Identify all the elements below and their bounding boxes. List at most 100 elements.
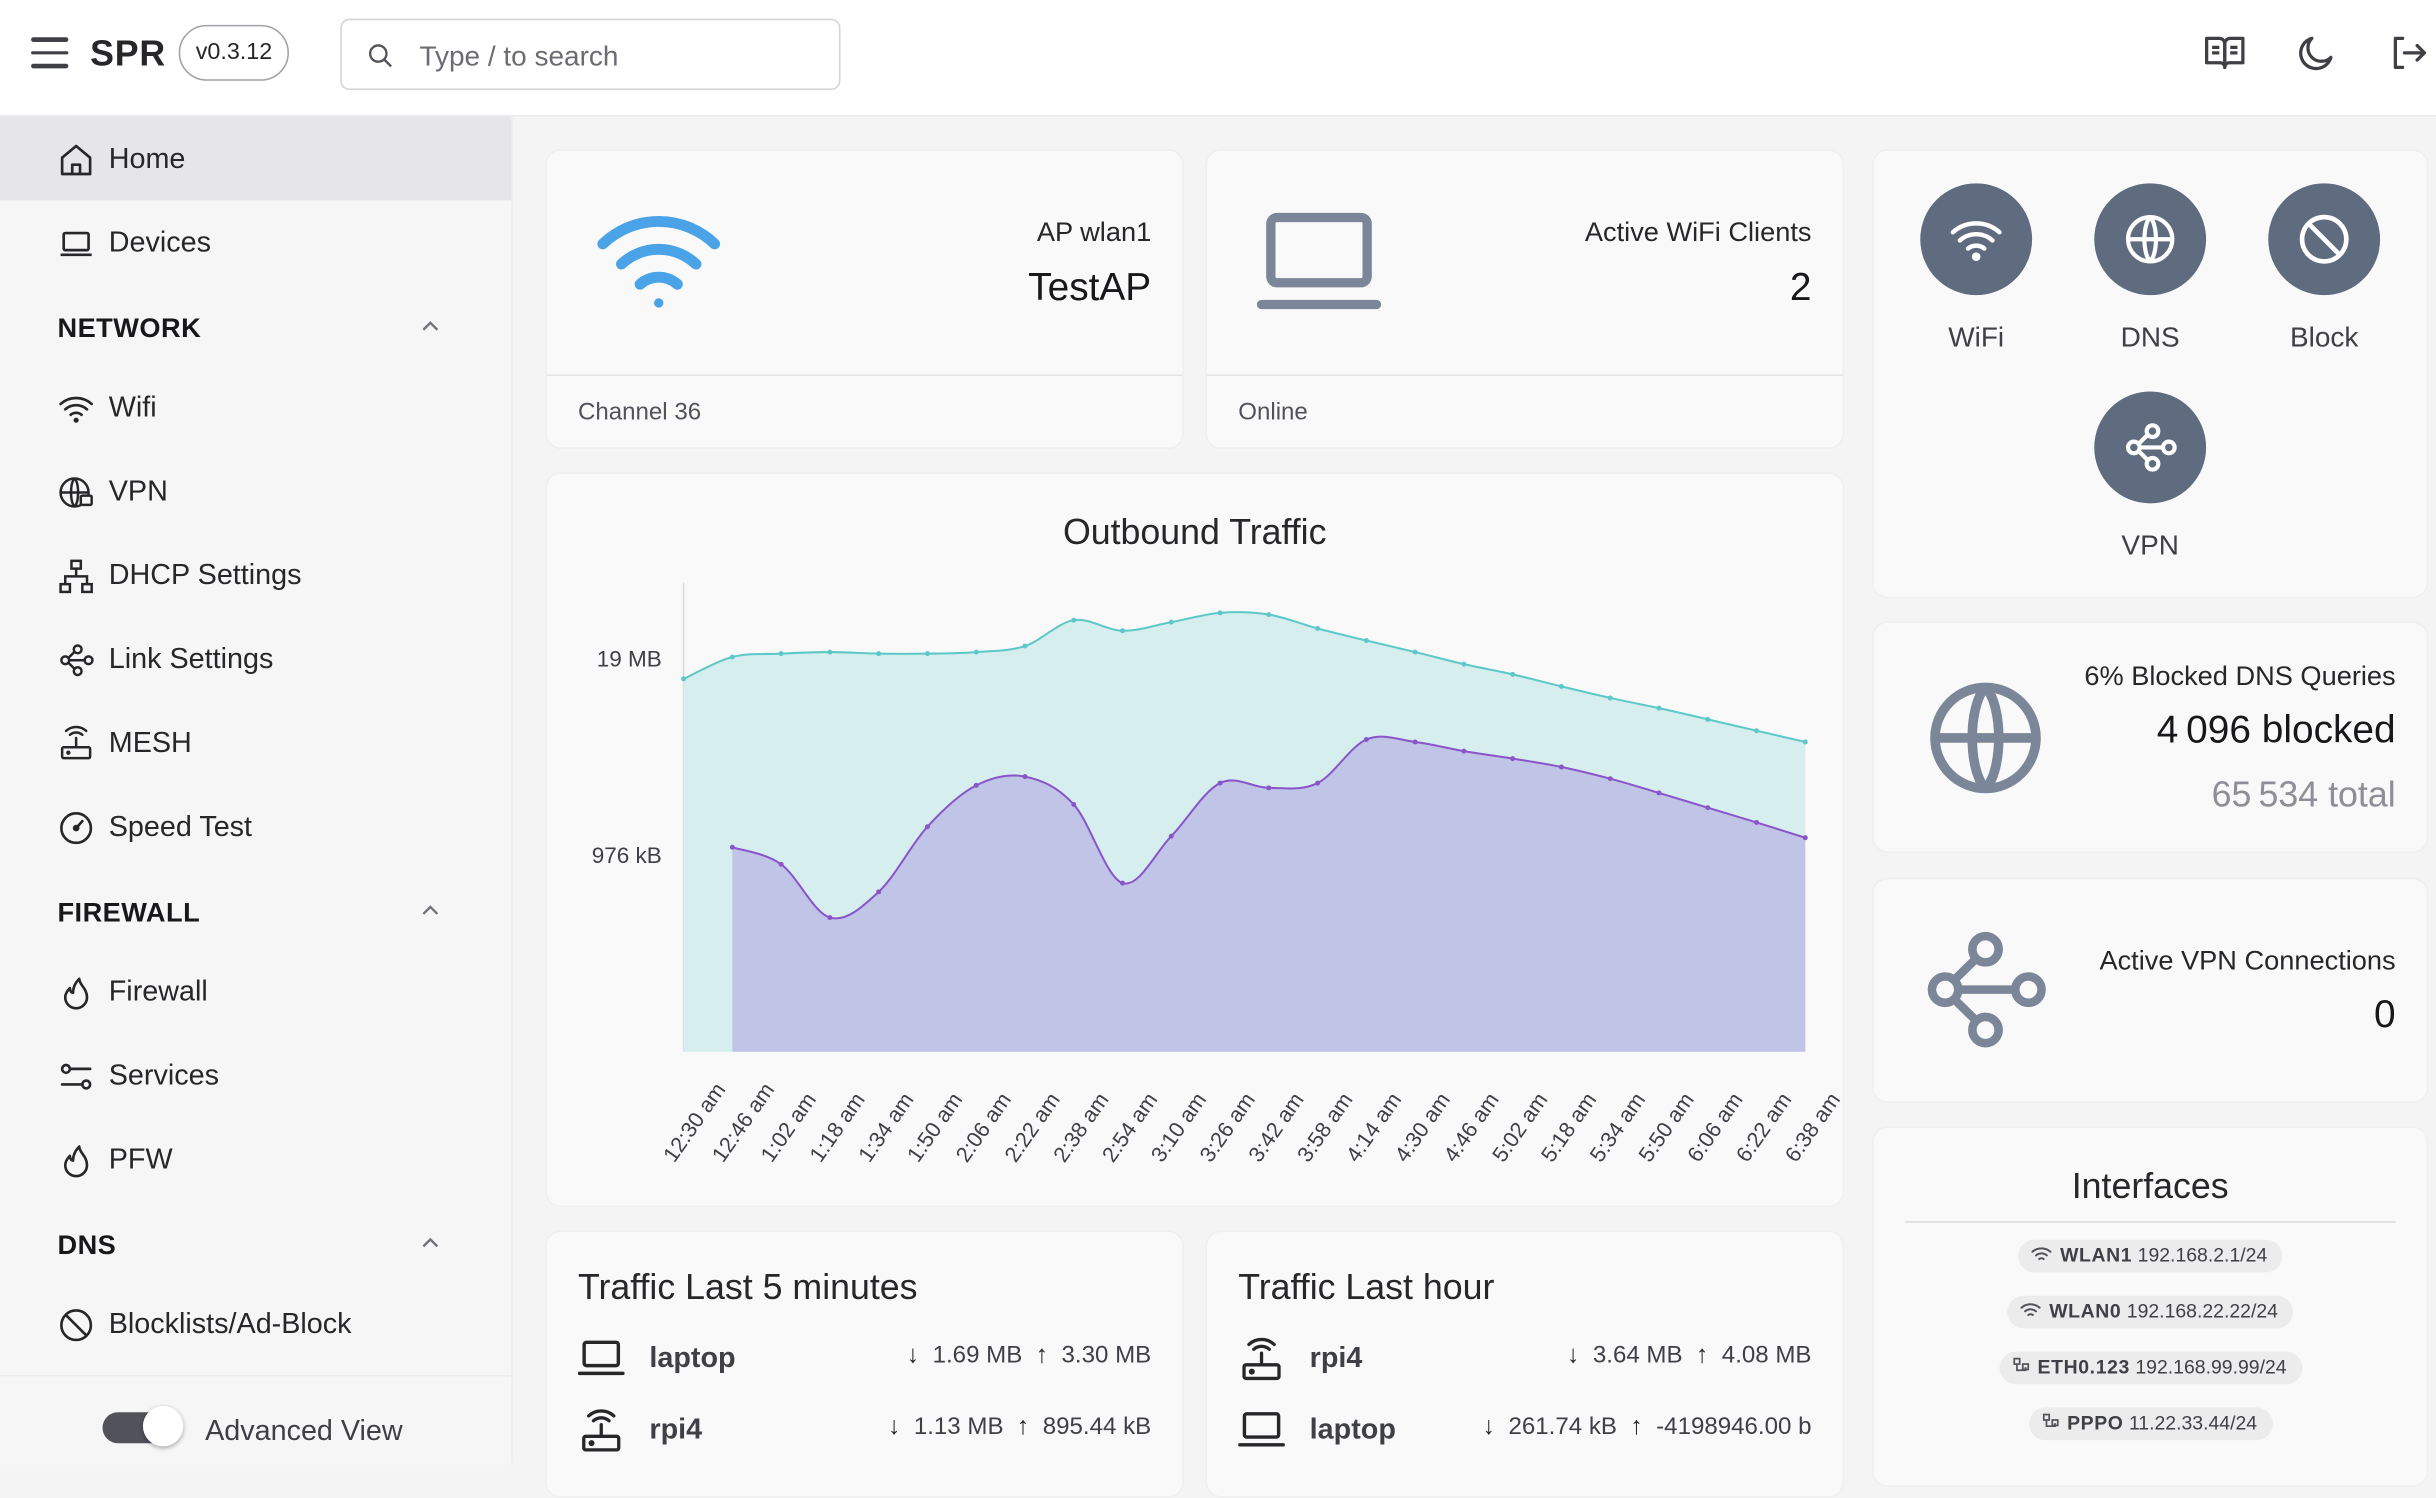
interface-ip: 192.168.22.22/24 <box>2126 1300 2278 1323</box>
sidebar-item-label: Speed Test <box>108 809 253 843</box>
sitemap-icon <box>59 559 93 594</box>
section-firewall[interactable]: FIREWALL <box>57 896 201 928</box>
traffic-values: ↓ 1.69 MB ↑ 3.30 MB <box>907 1342 1151 1370</box>
data-point <box>1315 625 1321 631</box>
ban-icon <box>2299 214 2349 264</box>
interfaces-title: Interfaces <box>2071 1165 2229 1206</box>
laptop-icon <box>577 1338 625 1386</box>
chevron-up-icon[interactable] <box>416 312 444 340</box>
sidebar-item-speed-test[interactable]: Speed Test <box>0 785 511 869</box>
device-name: rpi4 <box>649 1412 703 1445</box>
ap-label: AP wlan1 <box>1036 215 1152 248</box>
data-point <box>1705 716 1711 722</box>
logout-icon[interactable] <box>2386 31 2430 75</box>
book-icon[interactable] <box>2203 31 2247 75</box>
section-dns[interactable]: DNS <box>57 1228 117 1260</box>
interface-pill: WLAN1 192.168.2.1/24 <box>2018 1239 2283 1273</box>
router-icon <box>60 725 92 760</box>
globe-icon <box>2125 215 2175 264</box>
data-point <box>1461 748 1467 754</box>
chart-title: Outbound Traffic <box>1062 511 1327 552</box>
data-point <box>729 844 735 850</box>
sidebar-item-label: VPN <box>108 473 168 507</box>
search-input[interactable]: Type / to search <box>340 18 841 91</box>
advanced-view-toggle[interactable] <box>102 1406 184 1447</box>
interface-pill: ETH0.123 192.168.99.99/24 <box>1998 1351 2303 1385</box>
sidebar-item-services[interactable]: Services <box>0 1033 511 1117</box>
data-point <box>876 889 882 895</box>
data-point <box>924 824 930 830</box>
dns-total-count: 65 534 total <box>2211 773 2396 815</box>
data-point <box>1412 649 1418 655</box>
quick-link-label: DNS <box>2120 321 2180 353</box>
interface-ip: 192.168.99.99/24 <box>2135 1356 2287 1379</box>
chevron-up-icon[interactable] <box>416 1229 444 1257</box>
sidebar-item-pfw[interactable]: PFW <box>0 1117 511 1201</box>
sliders-icon <box>60 1063 92 1090</box>
sidebar-item-vpn[interactable]: VPN <box>0 449 511 533</box>
data-point <box>1558 683 1564 689</box>
data-point <box>1754 728 1759 734</box>
menu-icon[interactable] <box>31 37 69 68</box>
traffic-5min-title: Traffic Last 5 minutes <box>577 1266 918 1307</box>
data-point <box>1363 638 1369 644</box>
sidebar-item-devices[interactable]: Devices <box>0 200 511 284</box>
wifi-quick-button[interactable] <box>1920 183 2033 296</box>
dns-blocked-card: 6% Blocked DNS Queries 4 096 blocked 65 … <box>1872 621 2429 853</box>
search-placeholder: Type / to search <box>419 40 619 72</box>
wifi-icon <box>2020 1303 2041 1316</box>
data-point <box>1266 612 1272 618</box>
data-point <box>1510 671 1516 677</box>
sidebar: Home Devices NETWORK Wifi VPN DHCP Setti… <box>0 116 513 1466</box>
sidebar-item-label: DHCP Settings <box>108 557 302 591</box>
interface-name: WLAN1 <box>2060 1244 2133 1267</box>
sidebar-item-blocklists[interactable]: Blocklists/Ad-Block <box>0 1282 511 1366</box>
ap-ssid: TestAP <box>1028 265 1152 310</box>
download-value: 1.69 MB <box>932 1342 1023 1369</box>
sidebar-item-wifi[interactable]: Wifi <box>0 365 511 449</box>
laptop-icon <box>1256 212 1382 310</box>
data-point <box>1412 739 1418 745</box>
globe-lock-icon <box>59 477 93 508</box>
arrow-up-icon: ↑ <box>1035 1342 1049 1369</box>
section-network[interactable]: NETWORK <box>57 312 202 344</box>
data-point <box>729 654 735 660</box>
sidebar-item-link-settings[interactable]: Link Settings <box>0 617 511 701</box>
vpn-connections-count: 0 <box>2374 992 2396 1037</box>
flame-icon <box>63 1145 89 1178</box>
download-value: 261.74 kB <box>1508 1413 1617 1441</box>
vpn-quick-button[interactable] <box>2094 391 2207 504</box>
data-point <box>1168 619 1174 625</box>
traffic-values: ↓ 261.74 kB ↑ -4198946.00 b <box>1483 1414 1812 1442</box>
device-name: rpi4 <box>1309 1340 1363 1374</box>
quick-link-label: VPN <box>2121 529 2179 561</box>
data-point <box>1754 819 1759 825</box>
traffic-values: ↓ 3.64 MB ↑ 4.08 MB <box>1567 1342 1811 1370</box>
wifi-icon <box>2031 1247 2052 1261</box>
data-point <box>778 651 784 657</box>
data-point <box>1120 628 1125 634</box>
link-nodes-icon <box>60 644 94 677</box>
sidebar-item-label: MESH <box>108 725 192 759</box>
device-name: laptop <box>649 1340 736 1374</box>
data-point <box>1120 880 1125 886</box>
top-bar: SPR v0.3.12 Type / to search <box>0 0 2436 117</box>
y-tick-label: 19 MB <box>597 646 662 671</box>
interface-pill: PPPO 11.22.33.44/24 <box>2028 1407 2273 1441</box>
interface-name: PPPO <box>2067 1412 2124 1434</box>
data-point <box>973 782 979 788</box>
chevron-up-icon[interactable] <box>416 896 444 924</box>
moon-icon[interactable] <box>2295 31 2339 75</box>
link-nodes-icon <box>1927 931 2046 1048</box>
interfaces-card: Interfaces WLAN1 192.168.2.1/24 WLAN0 192… <box>1872 1126 2429 1487</box>
sidebar-item-home[interactable]: Home <box>0 116 512 201</box>
data-point <box>827 915 833 921</box>
sidebar-item-dhcp-settings[interactable]: DHCP Settings <box>0 533 511 617</box>
data-point <box>778 861 784 867</box>
sidebar-item-firewall[interactable]: Firewall <box>0 949 511 1033</box>
block-quick-button[interactable] <box>2268 183 2381 296</box>
toggle-knob <box>142 1406 184 1447</box>
search-icon <box>368 44 392 68</box>
sidebar-item-mesh[interactable]: MESH <box>0 701 511 785</box>
dns-quick-button[interactable] <box>2094 183 2207 296</box>
